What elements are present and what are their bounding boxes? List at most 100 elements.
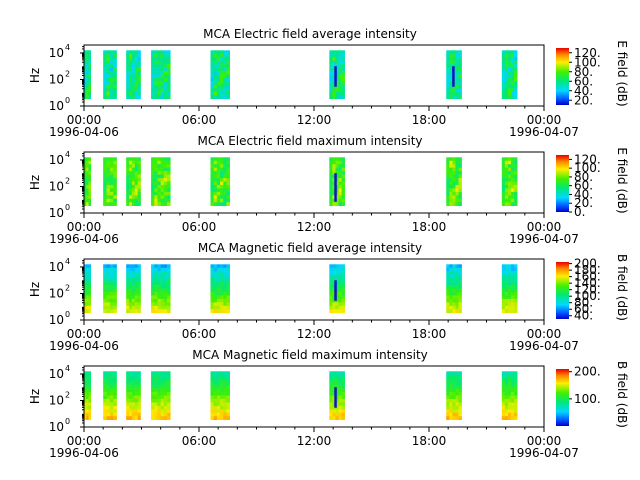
spectrogram-cell <box>338 309 342 314</box>
spectrogram-cell <box>167 71 171 75</box>
spectrogram-cell <box>163 398 168 403</box>
spectrogram-cell <box>455 202 459 207</box>
spectrogram-cell <box>109 295 114 300</box>
spectrogram-cell <box>109 278 114 282</box>
spectrogram-cell <box>329 388 333 393</box>
spectrogram-cell <box>338 198 342 203</box>
spectrogram-cell <box>160 371 165 376</box>
spectrogram-cell <box>216 291 221 296</box>
spectrogram-cell <box>210 385 214 389</box>
spectrogram-cell <box>210 374 214 379</box>
spectrogram-cell <box>213 188 218 193</box>
spectrogram-cell <box>157 184 161 189</box>
spectrogram-cell <box>458 188 462 193</box>
spectrogram-cell <box>151 77 155 82</box>
spectrogram-cell <box>151 295 155 300</box>
spectrogram-cell <box>137 188 141 193</box>
spectrogram-cell <box>154 295 158 300</box>
spectrogram-cell <box>332 395 336 400</box>
spectrogram-cell <box>129 395 133 400</box>
spectrogram-cell <box>452 274 456 279</box>
spectrogram-cell <box>511 74 515 79</box>
spectrogram-cell <box>335 381 339 386</box>
spectrogram-cell <box>154 202 158 207</box>
spectrogram-cell <box>106 264 111 269</box>
spectrogram-cell <box>154 157 158 162</box>
spectrogram-cell <box>154 291 158 296</box>
spectrogram-cell <box>154 298 158 303</box>
colorbar-tick-label: 80. <box>574 170 593 184</box>
spectrogram-cell <box>341 57 345 61</box>
spectrogram-cell <box>514 278 518 282</box>
spectrogram-cell <box>160 60 165 65</box>
spectrogram-cell <box>210 267 214 272</box>
spectrogram-cell <box>154 388 158 393</box>
spectrogram-cell <box>341 202 345 207</box>
spectrogram-cell <box>134 291 138 296</box>
spectrogram-cell <box>126 174 130 179</box>
spectrogram-cell <box>131 60 136 65</box>
spectrogram-cell <box>86 271 89 275</box>
spectrogram-cell <box>160 374 165 379</box>
spectrogram-cell <box>103 271 107 275</box>
spectrogram-cell <box>501 171 506 175</box>
spectrogram-cell <box>449 302 453 307</box>
spectrogram-cell <box>134 385 138 389</box>
spectrogram-cell <box>137 309 141 314</box>
spectrogram-cell <box>213 302 218 307</box>
spectrogram-cell <box>458 398 462 403</box>
spectrogram-cell <box>335 188 339 193</box>
spectrogram-cell <box>216 53 221 58</box>
spectrogram-cell <box>452 392 456 396</box>
spectrogram-cell <box>446 298 450 303</box>
spectrogram-cell <box>458 202 462 207</box>
spectrogram-cell <box>154 74 158 79</box>
spectrogram-cell <box>220 71 224 75</box>
spectrogram-cell <box>216 409 221 414</box>
spectrogram-cell <box>449 167 453 172</box>
spectrogram-cell <box>126 53 130 58</box>
spectrogram-cell <box>341 409 345 414</box>
spectrogram-cell <box>86 50 89 55</box>
spectrogram-cell <box>216 84 221 89</box>
spectrogram-cell <box>455 60 459 65</box>
spectrogram-cell <box>134 157 138 162</box>
colorbar-gradient <box>556 262 569 319</box>
spectrogram-cell <box>449 274 453 279</box>
spectrogram-cell <box>455 57 459 61</box>
spectrogram-cell <box>223 64 227 68</box>
spectrogram-cell <box>103 402 107 407</box>
spectrogram-cell <box>151 81 155 86</box>
spectrogram-cell <box>504 174 509 179</box>
spectrogram-cell <box>210 164 214 168</box>
spectrogram-cell <box>126 371 130 376</box>
spectrogram-cell <box>131 74 136 79</box>
spectrogram-cell <box>511 57 515 61</box>
spectrogram-cell <box>216 271 221 275</box>
spectrogram-cell <box>106 302 111 307</box>
spectrogram-cell <box>332 53 336 58</box>
spectrogram-cell <box>223 381 227 386</box>
spectrogram-cell <box>151 374 155 379</box>
spectrogram-cell <box>220 53 224 58</box>
spectrogram-cell <box>501 264 506 269</box>
spectrogram-cell <box>126 278 130 282</box>
spectrogram-cell <box>452 378 456 382</box>
spectrogram-cell <box>511 264 515 269</box>
spectrogram-cell <box>338 392 342 396</box>
spectrogram-cell <box>511 174 515 179</box>
spectrogram-cell <box>338 264 342 269</box>
spectrogram-cell <box>151 195 155 200</box>
spectrogram-cell <box>151 291 155 296</box>
spectrogram-cell <box>504 302 509 307</box>
spectrogram-cell <box>213 402 218 407</box>
spectrogram-cell <box>106 160 111 165</box>
spectrogram-cell <box>514 385 518 389</box>
spectrogram-cell <box>452 184 456 189</box>
spectrogram-cell <box>501 388 506 393</box>
spectrogram-cell <box>88 295 92 300</box>
spectrogram-cell <box>129 409 133 414</box>
spectrogram-cell <box>160 195 165 200</box>
spectrogram-cell <box>216 164 221 168</box>
spectrogram-cell <box>216 405 221 410</box>
